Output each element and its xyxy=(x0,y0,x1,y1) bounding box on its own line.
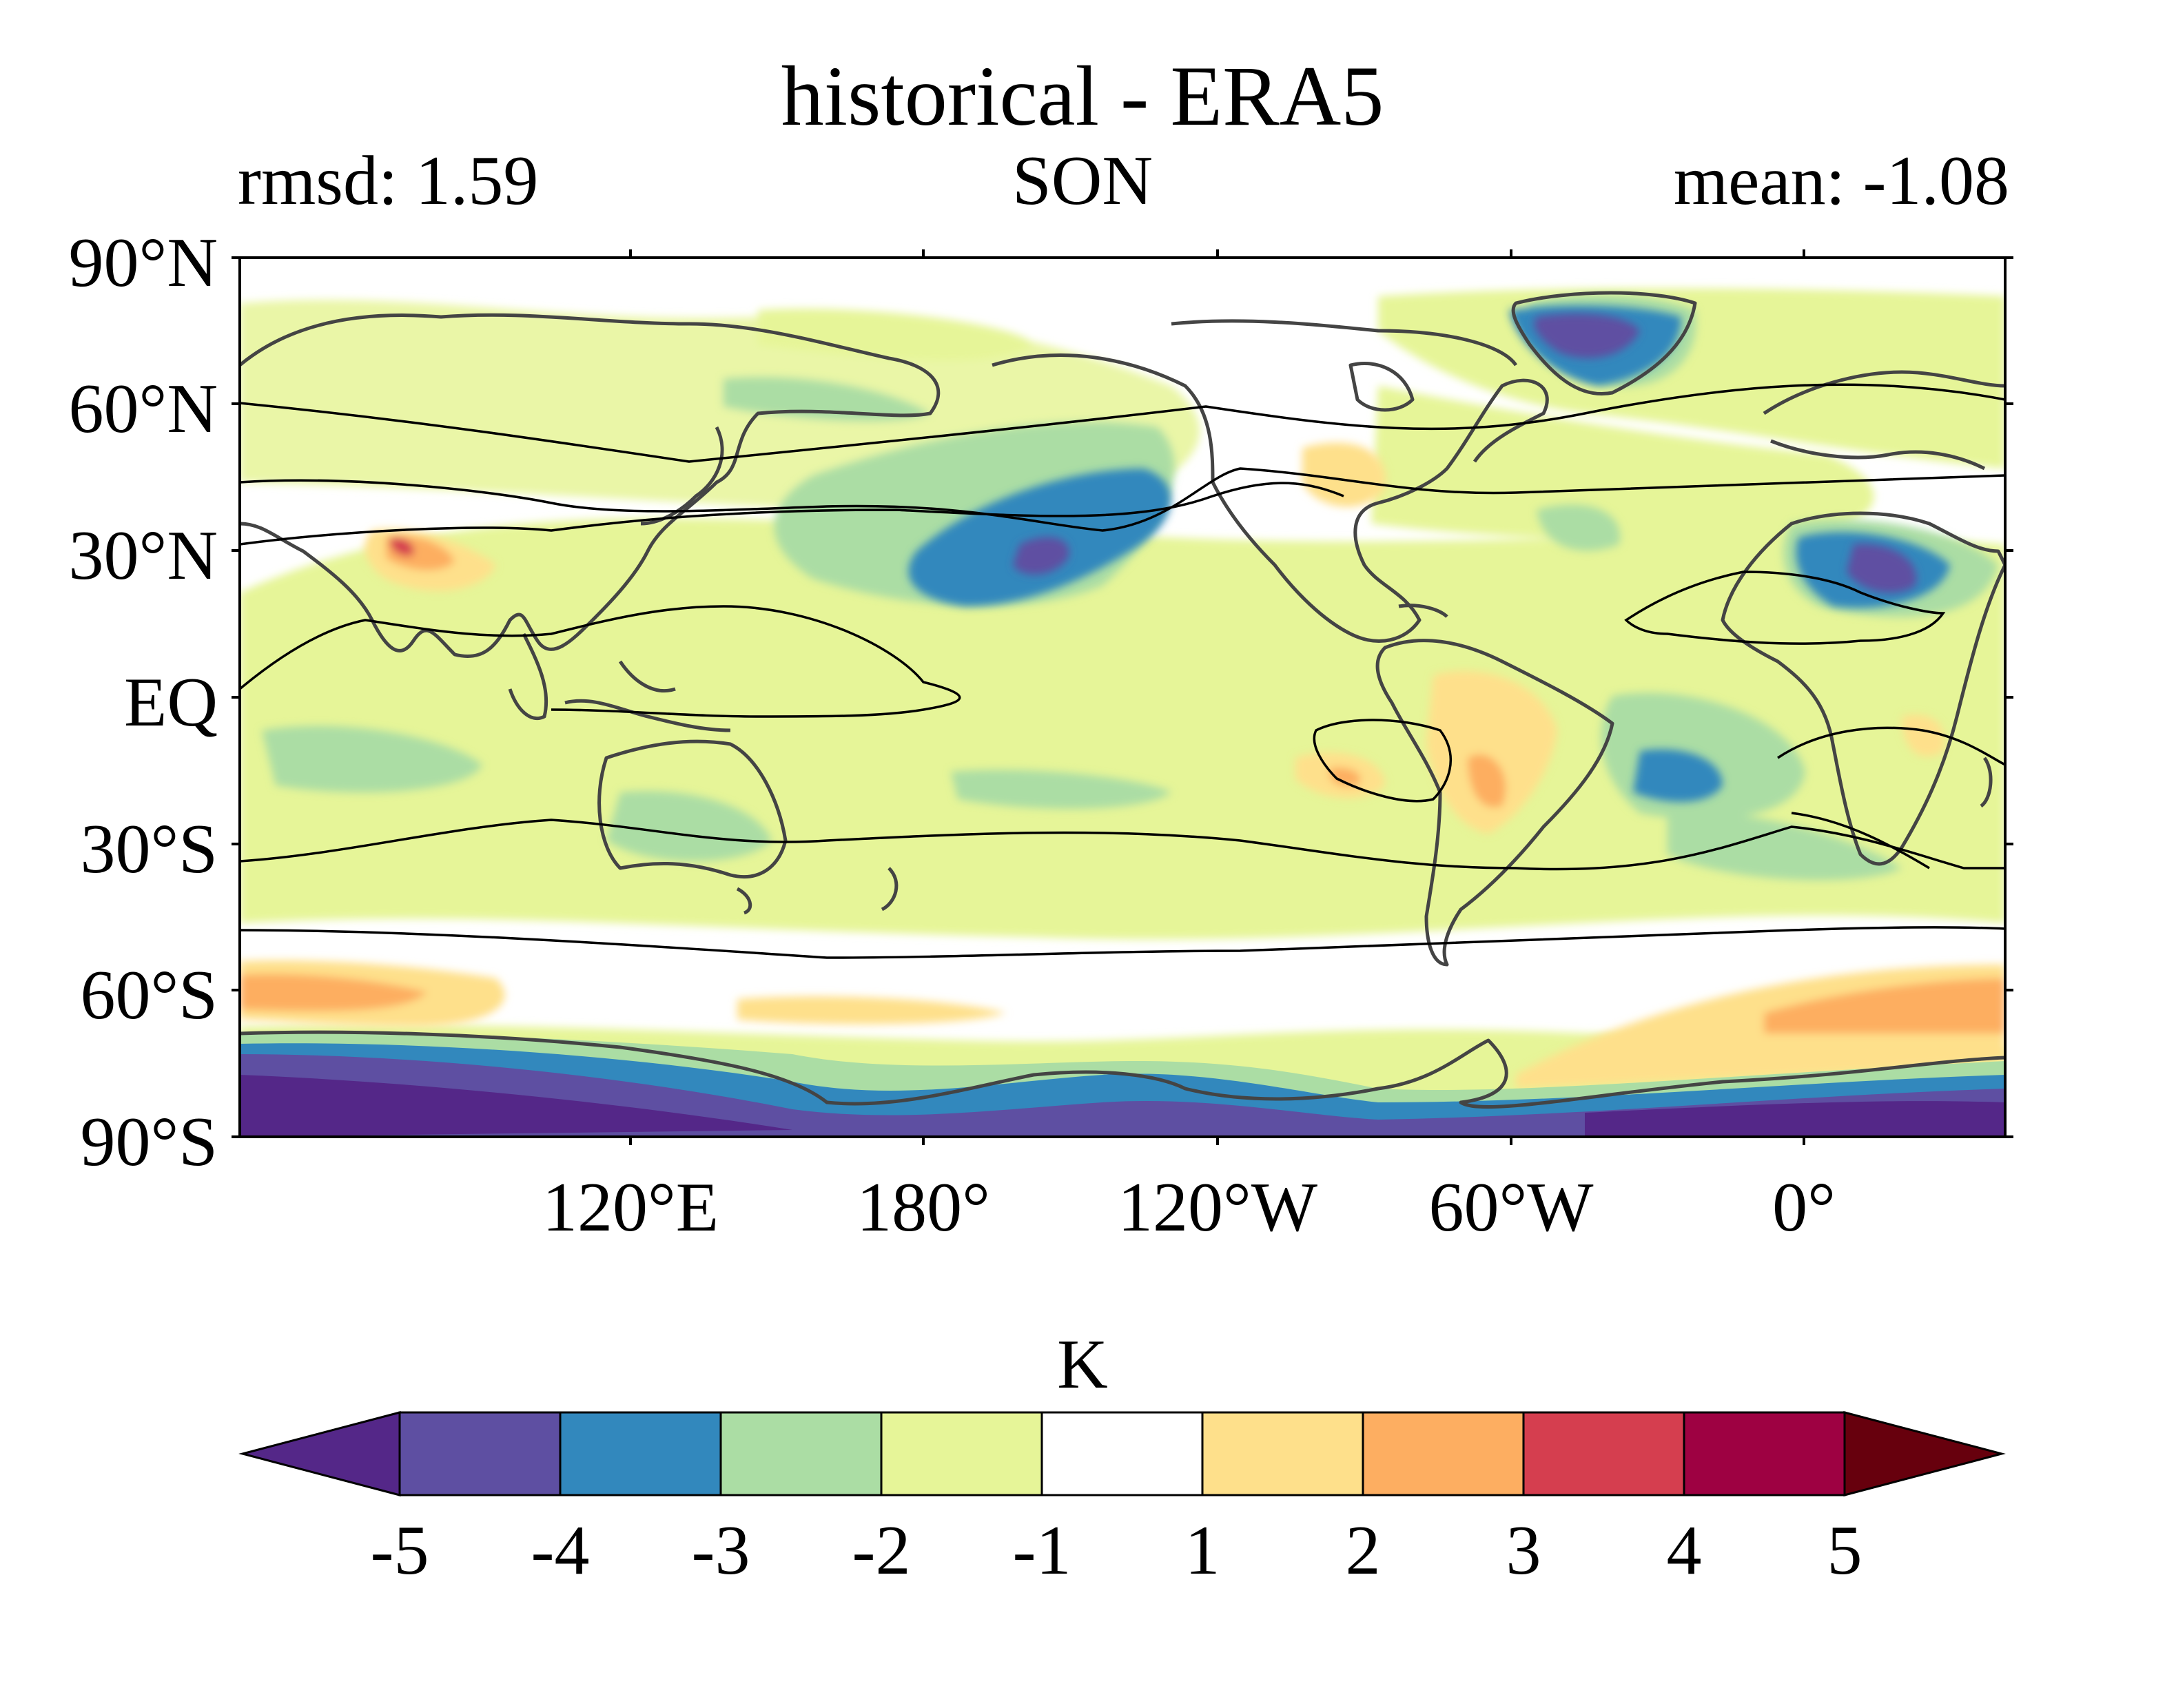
colorbar-segment xyxy=(1683,1411,1846,1496)
season-label: SON xyxy=(1012,142,1153,220)
colorbar-segment xyxy=(559,1411,722,1496)
colorbar-unit: K xyxy=(1057,1326,1108,1403)
contour-lines xyxy=(240,383,2005,959)
colorbar-segment xyxy=(1201,1411,1364,1496)
lon-label-120w: 120°W xyxy=(1117,1169,1318,1246)
colorbar-tick: -2 xyxy=(852,1512,911,1589)
coastlines xyxy=(240,291,2005,1109)
colorbar-tick: -1 xyxy=(1012,1512,1071,1589)
colorbar-tick: 4 xyxy=(1666,1512,1702,1589)
lon-label-120e: 120°E xyxy=(542,1169,719,1246)
mean-label: mean: -1.08 xyxy=(1673,142,2009,220)
lat-label-30s: 30°S xyxy=(80,810,218,888)
colorbar-segment xyxy=(1362,1411,1525,1496)
colorbar-over-triangle xyxy=(1843,1411,2006,1496)
colorbar-tick: -4 xyxy=(531,1512,590,1589)
lat-label-60s: 60°S xyxy=(80,956,218,1034)
lon-label-0: 0° xyxy=(1772,1169,1836,1246)
lon-ticks xyxy=(629,249,1805,1145)
colorbar-segment xyxy=(719,1411,883,1496)
lon-label-60w: 60°W xyxy=(1428,1169,1594,1246)
lat-label-60n: 60°N xyxy=(68,370,218,448)
lat-ticks xyxy=(232,256,2013,1138)
colorbar-tick: -5 xyxy=(370,1512,429,1589)
colorbar-under-triangle xyxy=(238,1411,401,1496)
lat-label-90s: 90°S xyxy=(80,1103,218,1181)
colorbar-segment xyxy=(1522,1411,1685,1496)
lat-label-eq: EQ xyxy=(124,663,218,741)
lat-label-90n: 90°N xyxy=(68,224,218,302)
colorbar-tick: 2 xyxy=(1345,1512,1381,1589)
colorbar-segment xyxy=(880,1411,1043,1496)
colorbar-tick: 3 xyxy=(1506,1512,1541,1589)
colorbar-segment xyxy=(1040,1411,1204,1496)
colorbar-tick: 1 xyxy=(1184,1512,1220,1589)
colorbar-tick: -3 xyxy=(691,1512,750,1589)
map-title: historical - ERA5 xyxy=(781,49,1384,143)
colorbar-segment xyxy=(398,1411,562,1496)
colorbar xyxy=(238,1411,2006,1496)
lon-label-180: 180° xyxy=(856,1169,990,1246)
rmsd-label: rmsd: 1.59 xyxy=(238,142,539,220)
map-field xyxy=(240,258,2005,1137)
lat-label-30n: 30°N xyxy=(68,517,218,595)
colorbar-tick: 5 xyxy=(1827,1512,1863,1589)
